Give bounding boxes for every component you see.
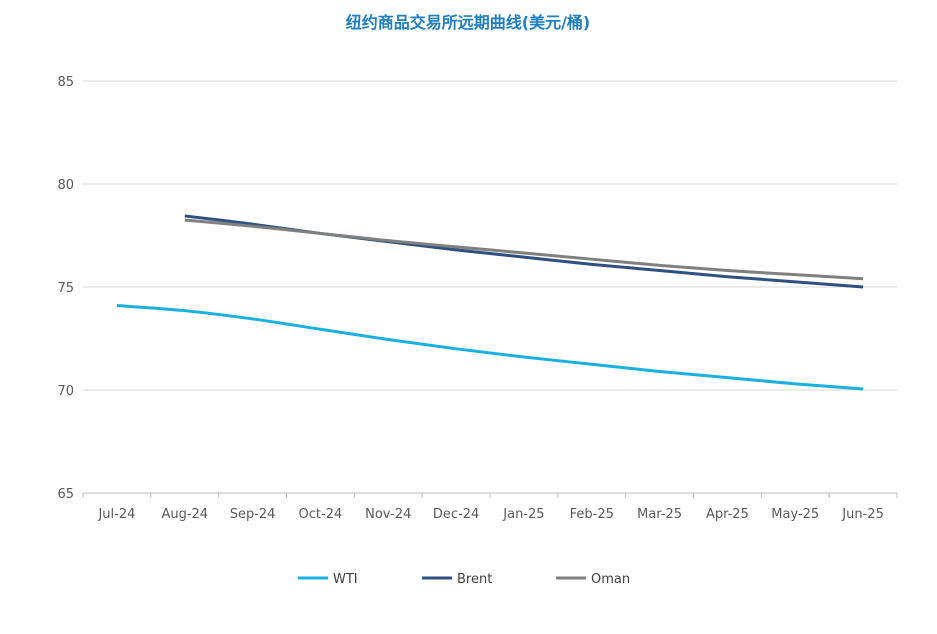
legend-label: WTI bbox=[333, 572, 358, 587]
x-tick-label: Apr-25 bbox=[706, 507, 749, 522]
y-tick-label: 70 bbox=[57, 384, 74, 399]
series-lines bbox=[116, 214, 864, 391]
x-tick-label: Jul-24 bbox=[97, 507, 135, 522]
legend-item-oman: Oman bbox=[556, 572, 630, 587]
x-tick-label: Aug-24 bbox=[161, 507, 208, 522]
y-tick-label: 80 bbox=[57, 178, 74, 193]
y-axis-ticks: 65 70 75 80 85 bbox=[57, 75, 74, 502]
series-line-brent bbox=[184, 214, 864, 289]
y-tick-label: 75 bbox=[57, 281, 74, 296]
legend-item-brent: Brent bbox=[422, 572, 492, 587]
series-line-oman bbox=[184, 218, 864, 281]
x-tick-label: Jun-25 bbox=[841, 507, 884, 522]
legend-label: Oman bbox=[591, 572, 630, 587]
legend-label: Brent bbox=[457, 572, 492, 587]
chart-title: 纽约商品交易所远期曲线(美元/桶) bbox=[346, 13, 590, 32]
gridlines bbox=[83, 80, 897, 494]
x-tick-label: Feb-25 bbox=[570, 507, 614, 522]
x-tick-label: Mar-25 bbox=[637, 507, 682, 522]
y-tick-label: 85 bbox=[57, 75, 74, 90]
x-axis-ticks: Jul-24 Aug-24 Sep-24 Oct-24 Nov-24 Dec-24 Jan-… bbox=[82, 493, 898, 522]
series-line-wti bbox=[116, 304, 864, 391]
x-tick-label: May-25 bbox=[771, 507, 819, 522]
legend-item-wti: WTI bbox=[298, 572, 358, 587]
x-tick-label: Oct-24 bbox=[299, 507, 343, 522]
x-tick-label: Sep-24 bbox=[230, 507, 276, 522]
x-tick-label: Dec-24 bbox=[433, 507, 479, 522]
legend: WTI Brent Oman bbox=[298, 572, 630, 587]
x-tick-label: Nov-24 bbox=[365, 507, 411, 522]
y-tick-label: 65 bbox=[57, 487, 74, 502]
x-tick-label: Jan-25 bbox=[502, 507, 544, 522]
